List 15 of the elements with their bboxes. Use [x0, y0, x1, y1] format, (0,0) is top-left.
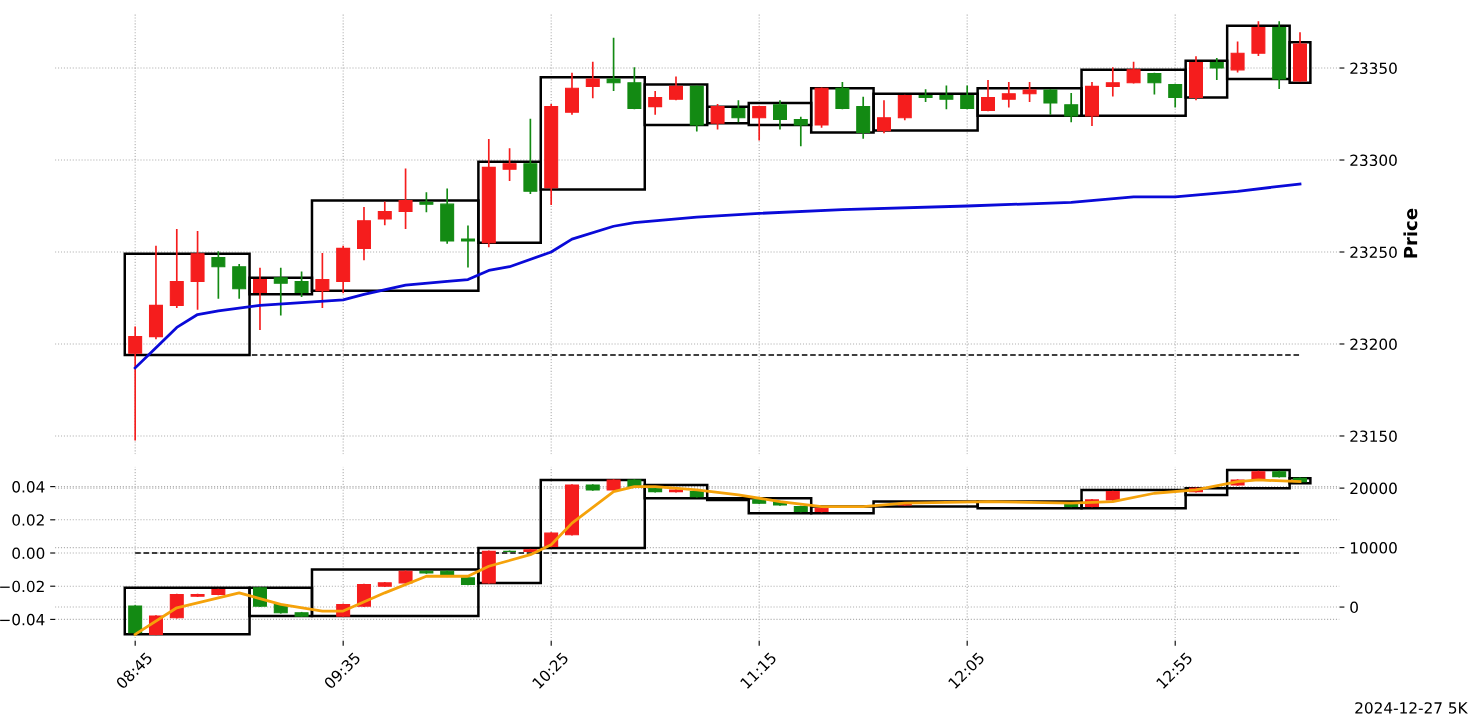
y-tick-label: 23150	[1350, 430, 1397, 442]
y-tick-label: −0.02	[0, 580, 44, 593]
y-axis-title: Price	[1403, 208, 1418, 258]
y-tick-label: 23200	[1350, 338, 1397, 351]
y-tick-label: 23300	[1350, 154, 1397, 167]
y-tick-label: 0.02	[12, 514, 44, 526]
y-tick-label: 23350	[1350, 62, 1397, 75]
y-tick-label: −0.04	[0, 613, 45, 626]
y-tick-label: 0.00	[12, 547, 45, 560]
text: 2024-12-27 5K	[1355, 702, 1468, 714]
y-tick-label: 23250	[1350, 246, 1397, 259]
y2-tick-label: 20000	[1350, 482, 1397, 495]
y2-tick-label: 10000	[1350, 542, 1397, 554]
y-tick-label: 0.04	[12, 481, 45, 493]
y2-tick-label: 0	[1350, 601, 1358, 614]
